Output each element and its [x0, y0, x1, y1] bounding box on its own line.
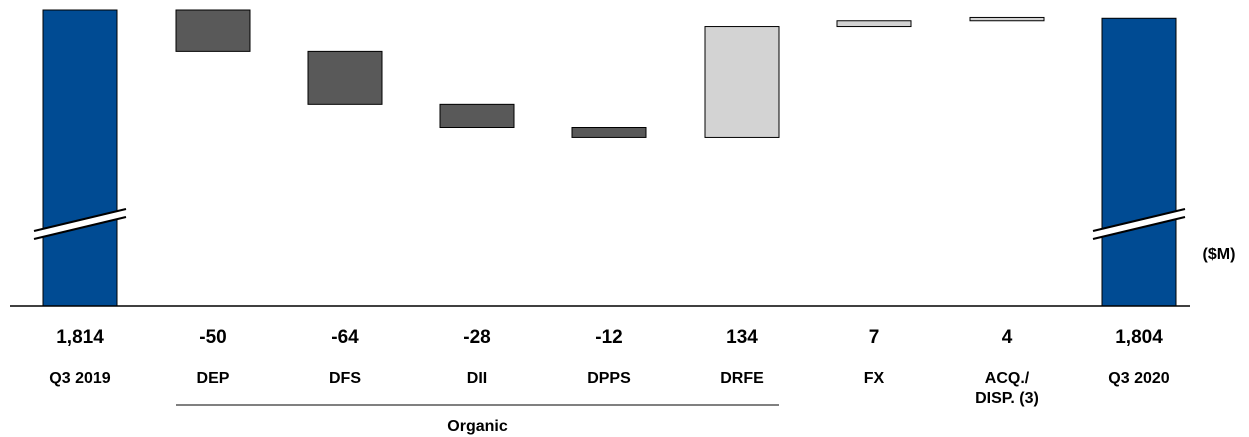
organic-group-label: Organic	[447, 418, 508, 435]
category-label: DEP	[197, 370, 230, 387]
bar-q3-2019	[42, 9, 118, 307]
category-label: ACQ./	[985, 370, 1030, 387]
bar-fx	[836, 20, 912, 28]
value-label: 1,804	[1115, 327, 1163, 348]
axis-break-mark	[1092, 208, 1186, 240]
bar-drfe	[704, 26, 780, 138]
bar-acq-disp-3	[969, 16, 1045, 22]
value-label: -12	[595, 327, 622, 348]
bar-dii	[439, 103, 515, 129]
axis-breaks	[33, 208, 1186, 240]
bar-dfs	[307, 50, 383, 105]
value-label: 7	[869, 327, 880, 348]
category-label: DFS	[329, 370, 361, 387]
bar-dpps	[571, 127, 647, 138]
value-label: 4	[1002, 327, 1013, 348]
category-label: DII	[467, 370, 487, 387]
value-label: 1,814	[56, 327, 104, 348]
labels-layer: 1,814 Q3 2019 -50 DEP -64 DFS -28 DII -12 DPPS 134…	[49, 327, 1169, 407]
bar-dep	[175, 9, 251, 52]
category-label: DRFE	[720, 370, 764, 387]
category-label: Q3 2019	[49, 370, 110, 387]
unit-label: ($M)	[1203, 246, 1236, 263]
category-label: DISP. (3)	[975, 390, 1039, 407]
value-label: 134	[726, 327, 758, 348]
category-label: Q3 2020	[1108, 370, 1169, 387]
value-label: -28	[463, 327, 490, 348]
bars-layer	[42, 9, 1177, 307]
value-label: -50	[199, 327, 226, 348]
value-label: -64	[331, 327, 359, 348]
category-label: FX	[864, 370, 885, 387]
category-label: DPPS	[587, 370, 631, 387]
bar-q3-2020	[1101, 17, 1177, 307]
axis-break-mark	[33, 208, 127, 240]
